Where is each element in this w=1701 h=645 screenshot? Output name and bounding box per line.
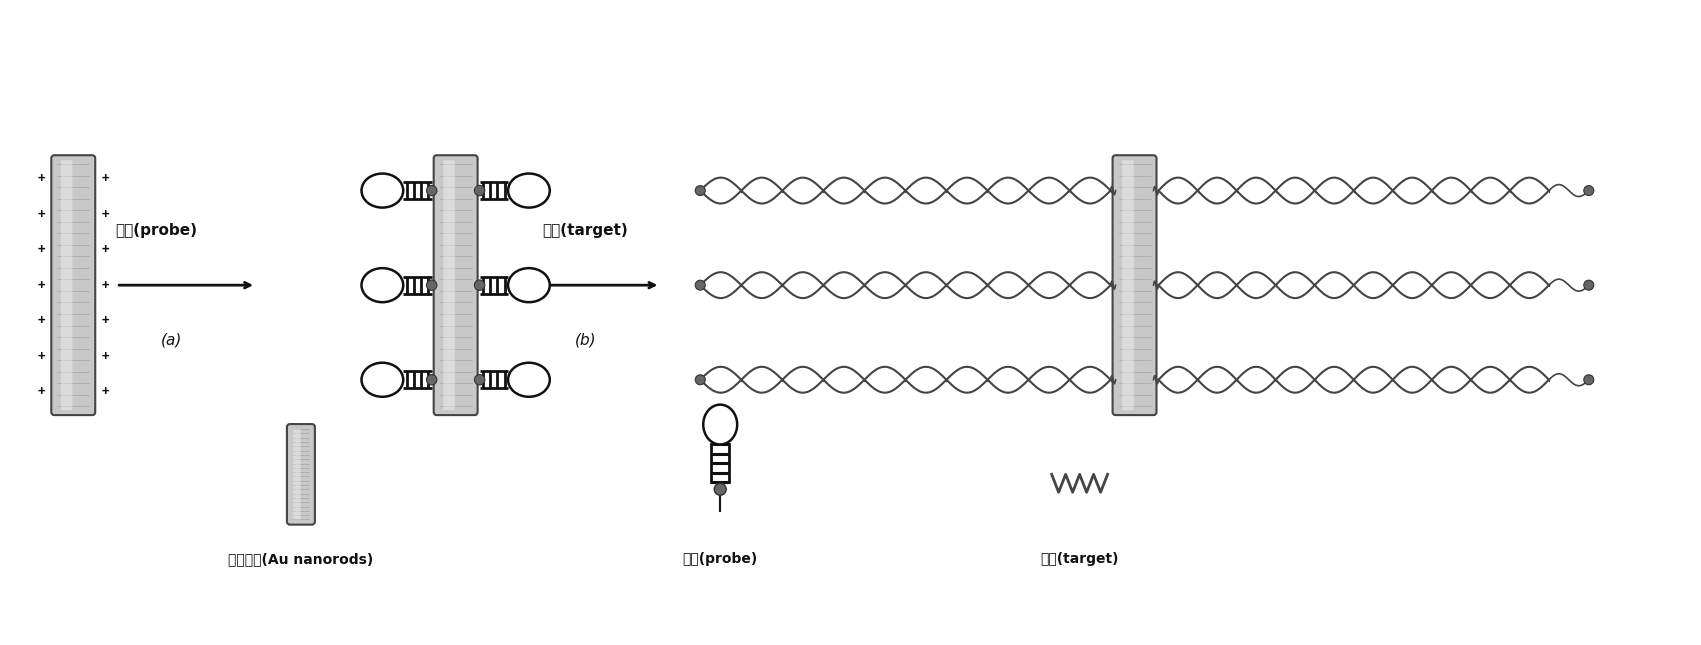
FancyBboxPatch shape: [61, 160, 73, 410]
Text: +: +: [102, 172, 109, 185]
Circle shape: [696, 186, 706, 195]
FancyBboxPatch shape: [1112, 155, 1157, 415]
Circle shape: [714, 483, 726, 495]
Text: +: +: [102, 350, 109, 362]
Ellipse shape: [703, 404, 737, 444]
Text: 探针(probe): 探针(probe): [116, 223, 197, 238]
Text: +: +: [37, 350, 44, 362]
Text: +: +: [102, 208, 109, 221]
Text: 目标(target): 目标(target): [543, 223, 628, 238]
Ellipse shape: [362, 174, 403, 208]
Circle shape: [427, 375, 437, 385]
Text: +: +: [37, 314, 44, 327]
FancyBboxPatch shape: [444, 160, 454, 410]
Circle shape: [475, 280, 485, 290]
Text: +: +: [37, 279, 44, 292]
FancyBboxPatch shape: [1123, 160, 1133, 410]
Ellipse shape: [509, 268, 549, 303]
Text: +: +: [37, 172, 44, 185]
FancyBboxPatch shape: [434, 155, 478, 415]
Text: 探针(probe): 探针(probe): [682, 552, 759, 566]
Circle shape: [475, 185, 485, 196]
Circle shape: [427, 185, 437, 196]
Text: +: +: [37, 243, 44, 256]
Text: +: +: [37, 385, 44, 399]
Circle shape: [696, 280, 706, 290]
Text: +: +: [102, 279, 109, 292]
Text: +: +: [37, 208, 44, 221]
FancyBboxPatch shape: [287, 424, 315, 524]
Circle shape: [1584, 375, 1594, 384]
Circle shape: [475, 375, 485, 385]
Circle shape: [1584, 186, 1594, 195]
Ellipse shape: [362, 362, 403, 397]
Text: +: +: [102, 314, 109, 327]
Circle shape: [427, 280, 437, 290]
Text: 目标(target): 目标(target): [1041, 552, 1119, 566]
Circle shape: [1584, 280, 1594, 290]
Text: (b): (b): [575, 332, 597, 348]
Circle shape: [696, 375, 706, 384]
Text: +: +: [102, 385, 109, 399]
Text: (a): (a): [160, 332, 182, 348]
FancyBboxPatch shape: [293, 429, 301, 520]
Ellipse shape: [509, 362, 549, 397]
Ellipse shape: [509, 174, 549, 208]
Ellipse shape: [362, 268, 403, 303]
Text: +: +: [102, 243, 109, 256]
FancyBboxPatch shape: [51, 155, 95, 415]
Text: 金纳米棒(Au nanorods): 金纳米棒(Au nanorods): [228, 552, 374, 566]
